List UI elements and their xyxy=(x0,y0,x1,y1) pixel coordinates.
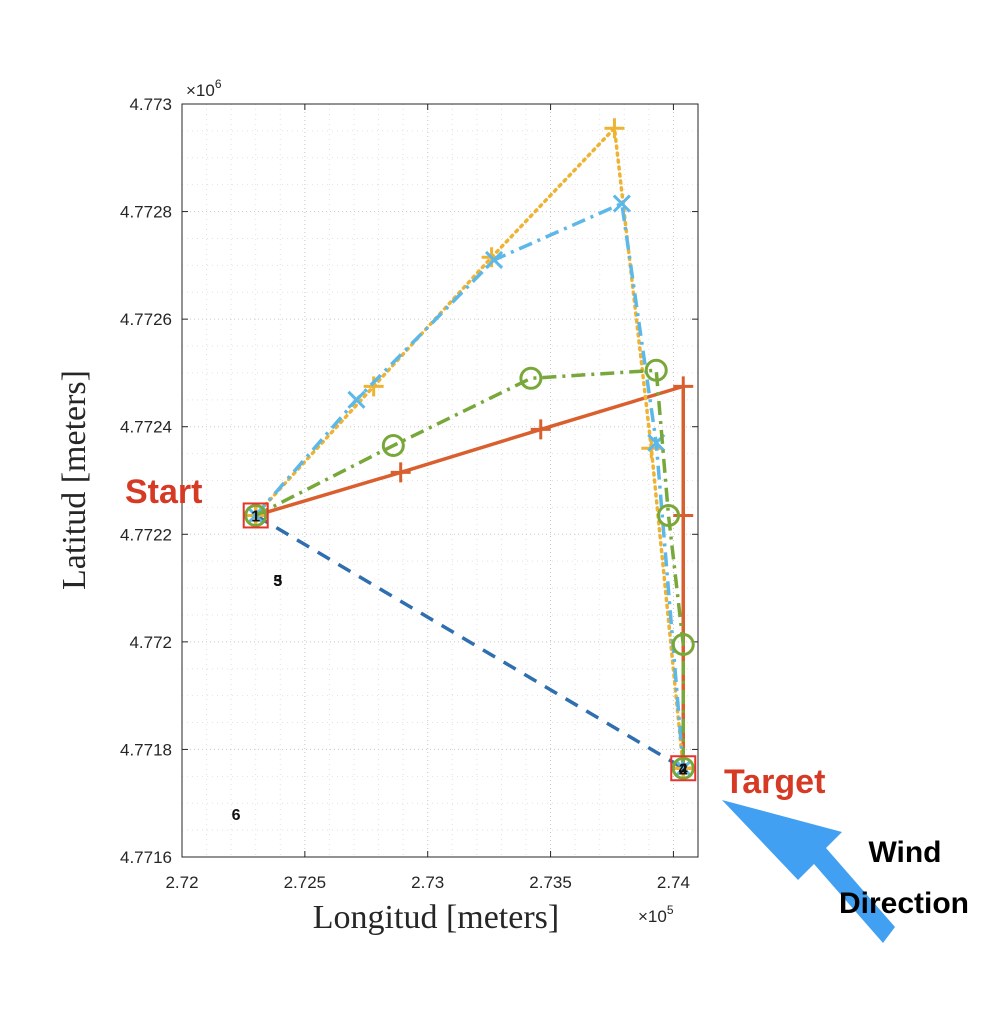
series-4-x-marker xyxy=(484,250,504,270)
y-axis-title: Latitud [meters] xyxy=(56,370,93,590)
plot-area xyxy=(182,104,698,857)
series-5-circle-marker xyxy=(657,503,681,527)
series-2-plus-marker xyxy=(530,419,551,440)
y-tick-label: 4.7718 xyxy=(120,740,172,759)
series-2-plus-marker xyxy=(390,462,411,483)
x-tick-label: 2.735 xyxy=(529,873,572,892)
series-5-circle-marker xyxy=(381,434,405,458)
point-label: 6 xyxy=(232,807,241,824)
x-tick-label: 2.74 xyxy=(657,873,690,892)
series-layer xyxy=(244,118,695,780)
series-2-plus-marker xyxy=(673,505,694,526)
point-labels: 1 35 6 42 xyxy=(232,508,688,824)
series-5-circle-marker xyxy=(671,756,695,780)
y-tick-label: 4.773 xyxy=(129,95,172,114)
target-box xyxy=(670,755,697,782)
series-5-circle-marker xyxy=(244,503,268,527)
y-tick-label: 4.7716 xyxy=(120,848,172,867)
wind-annotation-line1: Wind xyxy=(868,836,941,869)
series-4-x-marker xyxy=(347,390,366,409)
series-3-plus-marker xyxy=(604,118,625,139)
series-4-x-marker xyxy=(612,194,631,213)
start-annotation: Start xyxy=(125,473,202,511)
point-label: 4 xyxy=(679,761,688,778)
point-label: 1 xyxy=(251,508,260,525)
point-label: 5 xyxy=(273,573,282,590)
series-3-plus-marker xyxy=(363,376,384,397)
y-tick-label: 4.772 xyxy=(129,633,172,652)
series-line-1 xyxy=(254,513,685,770)
wind-annotation-line2: Direction xyxy=(839,887,969,920)
series-line-5 xyxy=(254,368,686,769)
series-5-circle-marker xyxy=(671,633,695,657)
start-box xyxy=(242,502,269,529)
y-tick-label: 4.7724 xyxy=(120,418,172,437)
x-tick-label: 2.72 xyxy=(165,873,198,892)
series-line-3 xyxy=(253,126,686,771)
point-label: 2 xyxy=(679,761,688,778)
y-tick-label: 4.7728 xyxy=(120,203,172,222)
series-5-circle-marker xyxy=(519,366,543,390)
wind-direction-arrow xyxy=(722,800,895,943)
series-4-x-marker xyxy=(674,759,693,778)
x-tick-label: 2.725 xyxy=(284,873,327,892)
x-tick-label: 2.73 xyxy=(411,873,444,892)
x-exponent-label: ×105 xyxy=(638,903,674,926)
ticks: 2.72 2.725 2.73 2.735 2.744.77164.77184.7724… xyxy=(120,95,698,892)
y-exponent-label: ×106 xyxy=(186,77,222,100)
y-tick-label: 4.7722 xyxy=(120,525,172,544)
x-axis-title: Longitud [meters] xyxy=(313,899,559,936)
y-tick-label: 4.7726 xyxy=(120,310,172,329)
grid xyxy=(182,104,698,857)
target-annotation: Target xyxy=(724,763,825,801)
series-5-circle-marker xyxy=(644,358,668,382)
series-2-plus-marker xyxy=(673,376,694,397)
point-label: 3 xyxy=(273,573,282,590)
endpoint-boxes xyxy=(242,502,697,782)
series-line-2 xyxy=(255,384,686,769)
series-line-4 xyxy=(254,201,686,769)
plot-frame xyxy=(181,103,699,858)
series-4-x-marker xyxy=(246,506,265,525)
